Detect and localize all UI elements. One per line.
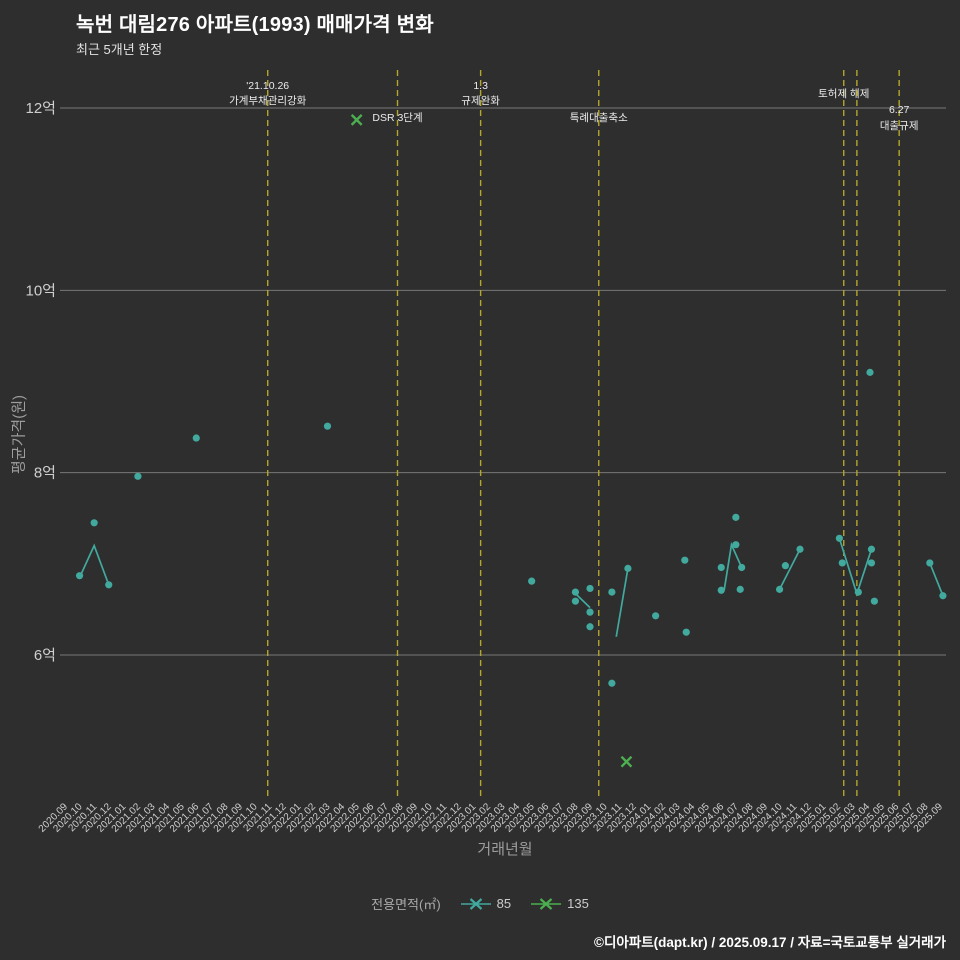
data-point-85[interactable]: [867, 545, 876, 553]
y-tick-label: 6억: [34, 647, 56, 664]
data-point-85[interactable]: [939, 592, 947, 600]
event-label: '21.10.26: [246, 80, 289, 92]
series-line-85: [615, 568, 629, 637]
data-point-85[interactable]: [732, 513, 740, 521]
y-tick-label: 12억: [26, 100, 57, 117]
legend-item-label: 85: [496, 896, 512, 911]
data-point-85[interactable]: [134, 472, 142, 480]
data-point-85[interactable]: [608, 679, 616, 687]
event-label: 6.27: [889, 104, 910, 116]
data-point-85[interactable]: [866, 368, 874, 376]
legend-item-85[interactable]: 85: [460, 896, 512, 911]
data-point-85[interactable]: [624, 564, 632, 572]
data-point-85[interactable]: [854, 588, 862, 596]
event-label: 특례대출축소: [570, 112, 628, 124]
data-point-85[interactable]: [736, 585, 744, 593]
data-point-85[interactable]: [717, 563, 725, 572]
data-point-85[interactable]: [682, 628, 690, 636]
data-point-85[interactable]: [75, 572, 84, 580]
data-point-85[interactable]: [571, 597, 580, 605]
data-point-85[interactable]: [586, 584, 594, 593]
data-point-85[interactable]: [926, 559, 934, 567]
event-label: 대출규제: [880, 120, 919, 132]
data-point-135[interactable]: [620, 755, 633, 768]
chart-legend: 전용면적(㎡) 85 135: [0, 894, 960, 913]
event-label: 토허제 해제: [818, 87, 869, 100]
series-135-marker-icon: [531, 897, 562, 910]
series-line-85: [929, 562, 944, 597]
series-line-85: [778, 548, 801, 590]
chart-subtitle: 최근 5개년 한정: [76, 42, 163, 57]
event-label: 1.3: [473, 80, 488, 92]
data-point-85[interactable]: [717, 586, 725, 594]
y-tick-label: 10억: [26, 282, 57, 299]
data-point-85[interactable]: [867, 559, 876, 567]
legend-item-135[interactable]: 135: [531, 896, 589, 911]
data-point-85[interactable]: [90, 519, 98, 527]
data-point-135[interactable]: [350, 114, 363, 126]
data-point-85[interactable]: [775, 585, 784, 593]
data-point-85[interactable]: [323, 422, 332, 430]
data-point-85[interactable]: [608, 588, 616, 596]
event-label: 규제완화: [461, 94, 500, 107]
data-point-85[interactable]: [838, 559, 846, 567]
data-point-85[interactable]: [835, 534, 843, 542]
data-point-85[interactable]: [870, 597, 878, 605]
series-line-85: [723, 541, 743, 591]
data-point-85[interactable]: [781, 562, 790, 570]
x-axis-title: 거래년월: [477, 841, 533, 858]
legend-title: 전용면적(㎡): [371, 897, 441, 912]
data-point-85[interactable]: [192, 434, 200, 442]
y-tick-label: 8억: [34, 465, 56, 482]
data-point-85[interactable]: [738, 563, 746, 572]
data-point-85[interactable]: [528, 577, 536, 585]
data-point-85[interactable]: [796, 545, 804, 553]
data-point-85[interactable]: [105, 581, 113, 589]
series-line-85: [78, 543, 110, 586]
legend-item-label: 135: [567, 896, 589, 911]
data-point-85[interactable]: [586, 623, 594, 631]
event-label: DSR 3단계: [372, 112, 422, 124]
chart-title: 녹번 대림276 아파트(1993) 매매가격 변화: [76, 14, 434, 36]
event-label: 가계부채관리강화: [229, 95, 307, 107]
data-point-85[interactable]: [732, 541, 740, 549]
copyright-footer: ©디아파트(dapt.kr) / 2025.09.17 / 자료=국토교통부 실…: [594, 935, 946, 950]
data-point-85[interactable]: [652, 612, 660, 620]
data-point-85[interactable]: [571, 588, 580, 596]
y-axis-title: 평균가격(원): [10, 395, 28, 474]
data-point-85[interactable]: [586, 608, 594, 616]
data-point-85[interactable]: [681, 556, 689, 564]
series-85-marker-icon: [460, 897, 491, 910]
